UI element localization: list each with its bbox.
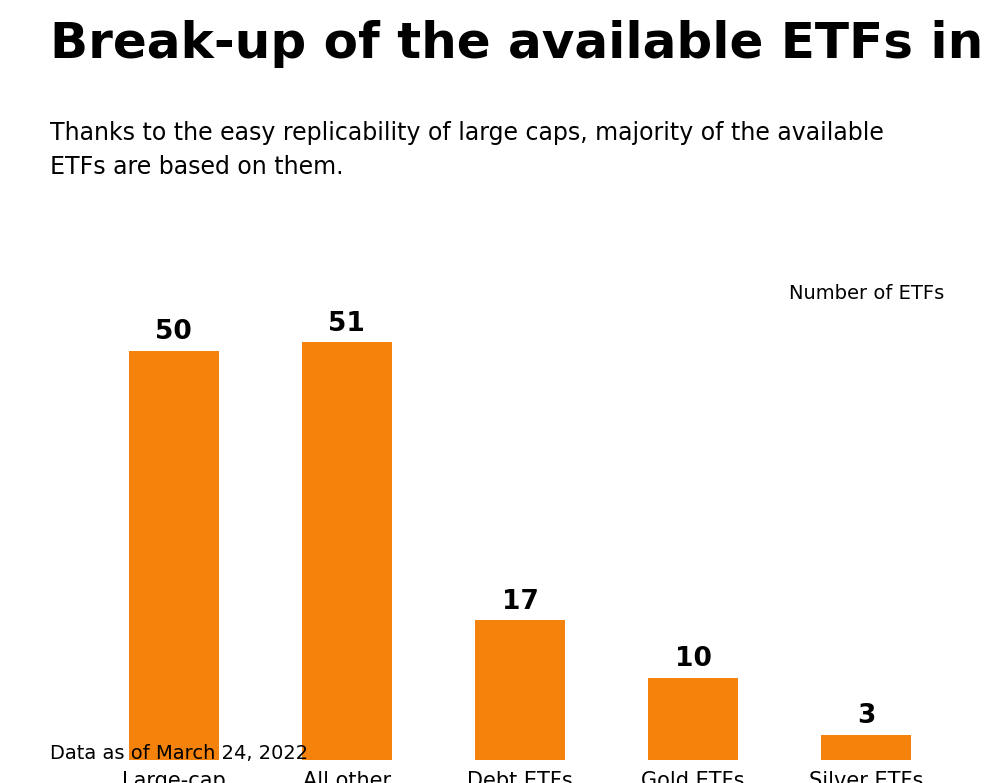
Text: 17: 17 — [502, 589, 538, 615]
Text: 3: 3 — [857, 703, 875, 729]
Text: Number of ETFs: Number of ETFs — [789, 283, 944, 302]
Text: 10: 10 — [675, 646, 712, 672]
Bar — [648, 678, 738, 760]
Bar — [302, 342, 392, 760]
Text: 51: 51 — [328, 311, 365, 337]
Text: Data as of March 24, 2022: Data as of March 24, 2022 — [50, 745, 308, 763]
Text: 50: 50 — [155, 319, 192, 345]
Text: Break-up of the available ETFs in India: Break-up of the available ETFs in India — [50, 20, 1000, 67]
Bar — [821, 735, 911, 760]
Text: Thanks to the easy replicability of large caps, majority of the available
ETFs a: Thanks to the easy replicability of larg… — [50, 121, 884, 179]
Bar — [129, 351, 219, 760]
Bar — [475, 620, 565, 760]
